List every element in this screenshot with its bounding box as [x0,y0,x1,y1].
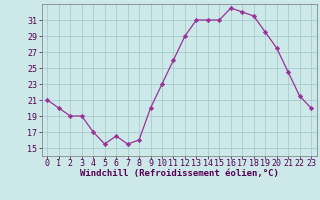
X-axis label: Windchill (Refroidissement éolien,°C): Windchill (Refroidissement éolien,°C) [80,169,279,178]
